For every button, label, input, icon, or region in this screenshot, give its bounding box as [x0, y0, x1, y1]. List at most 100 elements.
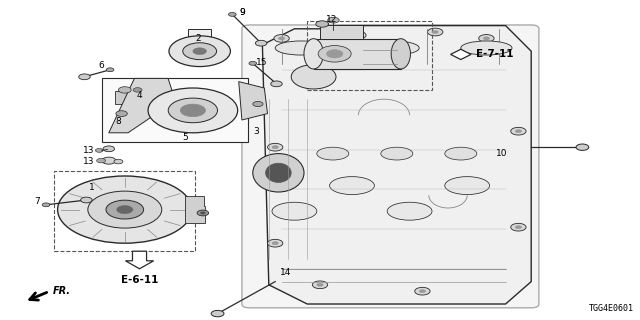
Circle shape [419, 290, 426, 293]
Circle shape [211, 310, 224, 317]
Circle shape [328, 17, 339, 23]
Circle shape [415, 287, 430, 295]
Bar [307, 21, 432, 90]
Ellipse shape [317, 147, 349, 160]
Text: 2: 2 [196, 34, 201, 43]
Text: 6: 6 [99, 61, 104, 70]
Text: 8: 8 [116, 117, 122, 126]
Circle shape [274, 35, 289, 42]
Polygon shape [314, 39, 401, 69]
Circle shape [118, 87, 131, 93]
Circle shape [193, 48, 207, 55]
Text: 9: 9 [239, 8, 244, 17]
Polygon shape [239, 82, 268, 120]
Circle shape [432, 30, 438, 34]
Circle shape [42, 203, 50, 207]
Text: E-7-11: E-7-11 [476, 49, 514, 60]
Circle shape [355, 34, 362, 37]
Circle shape [106, 200, 143, 219]
Circle shape [197, 210, 209, 216]
Circle shape [326, 50, 343, 58]
Circle shape [116, 205, 133, 214]
Circle shape [272, 242, 278, 245]
Circle shape [168, 98, 218, 123]
Polygon shape [109, 78, 175, 133]
Circle shape [180, 104, 205, 117]
Circle shape [58, 176, 192, 243]
Ellipse shape [445, 177, 490, 195]
Circle shape [271, 81, 282, 87]
Text: 15: 15 [256, 58, 268, 67]
Polygon shape [451, 49, 471, 60]
Circle shape [116, 111, 127, 116]
Circle shape [253, 101, 263, 107]
Circle shape [81, 197, 92, 203]
Circle shape [255, 40, 267, 46]
Text: 14: 14 [280, 268, 291, 277]
Text: TGG4E0601: TGG4E0601 [589, 304, 634, 313]
Bar [115, 91, 131, 104]
Text: 4: 4 [137, 92, 142, 100]
Circle shape [148, 88, 237, 133]
Bar [54, 171, 195, 251]
Polygon shape [262, 26, 531, 304]
Circle shape [228, 12, 236, 16]
Circle shape [268, 143, 283, 151]
Text: 13: 13 [83, 157, 95, 166]
Ellipse shape [253, 154, 304, 192]
Circle shape [312, 281, 328, 289]
Circle shape [483, 37, 490, 40]
Bar [188, 29, 211, 37]
Circle shape [318, 45, 351, 62]
Circle shape [133, 88, 142, 92]
Ellipse shape [368, 41, 419, 55]
Text: 12: 12 [326, 15, 337, 24]
Ellipse shape [387, 202, 432, 220]
Circle shape [351, 31, 366, 39]
Circle shape [511, 127, 526, 135]
Circle shape [317, 283, 323, 286]
Circle shape [272, 146, 278, 149]
Circle shape [576, 144, 589, 150]
Circle shape [515, 226, 522, 229]
Ellipse shape [275, 41, 326, 55]
Ellipse shape [381, 147, 413, 160]
Text: 5: 5 [183, 133, 188, 142]
Ellipse shape [461, 41, 512, 55]
Polygon shape [320, 25, 364, 39]
Circle shape [428, 28, 443, 36]
Circle shape [278, 37, 285, 40]
Text: 9: 9 [239, 8, 244, 17]
Circle shape [106, 68, 114, 72]
Circle shape [268, 239, 283, 247]
Circle shape [515, 130, 522, 133]
Circle shape [95, 148, 103, 152]
Bar [102, 78, 248, 142]
Text: 10: 10 [496, 149, 508, 158]
Ellipse shape [304, 39, 323, 69]
Ellipse shape [330, 177, 374, 195]
Circle shape [79, 74, 90, 80]
Circle shape [114, 159, 123, 164]
Ellipse shape [391, 39, 410, 69]
Polygon shape [125, 251, 154, 269]
Circle shape [200, 212, 205, 214]
Ellipse shape [266, 163, 291, 182]
Circle shape [316, 21, 328, 27]
Circle shape [479, 35, 494, 42]
Circle shape [183, 43, 216, 60]
Ellipse shape [291, 65, 336, 89]
Text: E-6-11: E-6-11 [121, 275, 158, 284]
Circle shape [97, 158, 106, 163]
Circle shape [169, 36, 230, 67]
Circle shape [102, 157, 116, 164]
Polygon shape [186, 196, 205, 223]
Text: FR.: FR. [53, 286, 71, 296]
Text: 3: 3 [253, 127, 259, 136]
Ellipse shape [272, 202, 317, 220]
Text: 13: 13 [83, 146, 95, 155]
Circle shape [103, 146, 115, 152]
Text: 7: 7 [35, 197, 40, 206]
FancyBboxPatch shape [242, 25, 539, 308]
Text: 1: 1 [89, 183, 95, 192]
